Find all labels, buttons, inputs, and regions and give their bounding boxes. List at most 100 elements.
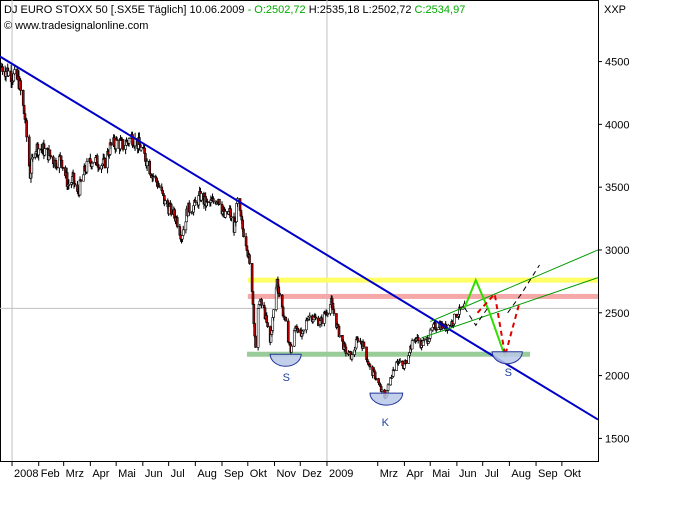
price-candle bbox=[254, 335, 257, 348]
price-candle bbox=[326, 313, 330, 315]
header-high: H:2535,18 bbox=[306, 4, 360, 16]
price-candle bbox=[308, 315, 312, 318]
x-tick-label: Okt bbox=[564, 468, 581, 480]
price-candle bbox=[181, 235, 184, 240]
price-candle bbox=[79, 179, 83, 182]
channel_lower-line bbox=[421, 277, 599, 339]
price-candle bbox=[200, 193, 203, 201]
y-axis: 1500 2000 2500 3000 3500 4000 4500 bbox=[598, 57, 629, 445]
header-line-1: DJ EURO STOXX 50 [.SX5E Täglich] 10.06.2… bbox=[4, 4, 465, 16]
price-candle bbox=[380, 389, 384, 392]
price-candle bbox=[410, 340, 414, 350]
price-candle bbox=[175, 217, 179, 227]
price-candle bbox=[25, 120, 28, 138]
header-close: C:2534,97 bbox=[412, 4, 466, 16]
projection-paths bbox=[463, 264, 540, 358]
x-tick-label: Feb bbox=[41, 468, 60, 480]
y-tick-label: 2000 bbox=[605, 371, 629, 383]
price-candle bbox=[157, 184, 161, 188]
price-candle bbox=[7, 70, 10, 77]
price-candle bbox=[109, 142, 113, 146]
y-tick-label: 3000 bbox=[605, 245, 629, 257]
price-candle bbox=[161, 190, 164, 194]
header-open: - O:2502,72 bbox=[245, 4, 306, 16]
price-candle bbox=[350, 354, 354, 360]
y-tick-label: 2500 bbox=[605, 308, 629, 320]
plot-frame bbox=[0, 0, 599, 462]
price-candle bbox=[184, 221, 188, 231]
price-candle bbox=[434, 329, 438, 331]
price-candle bbox=[67, 184, 71, 186]
price-candle bbox=[49, 155, 53, 158]
price-candle bbox=[266, 322, 269, 327]
price-candle bbox=[43, 148, 47, 156]
price-candle bbox=[290, 345, 293, 353]
level-bands bbox=[246, 277, 598, 357]
price-candle bbox=[252, 304, 256, 324]
price-candle bbox=[181, 229, 185, 236]
price-candle bbox=[338, 335, 342, 337]
formation-arc bbox=[491, 351, 523, 365]
price-candle bbox=[250, 263, 254, 292]
price-candle bbox=[453, 313, 456, 325]
price-candle bbox=[103, 158, 107, 169]
price-candle bbox=[145, 160, 149, 167]
y-axis-unit-label: XXP bbox=[604, 4, 626, 16]
price-candle bbox=[272, 309, 275, 318]
formation-label: S bbox=[283, 372, 290, 384]
header-title: DJ EURO STOXX 50 [.SX5E Täglich] bbox=[4, 4, 186, 16]
projection-path bbox=[507, 264, 540, 314]
price-candle bbox=[127, 138, 131, 144]
x-tick-label: Jun bbox=[459, 468, 477, 480]
price-candle bbox=[344, 346, 348, 354]
header-low: L:2502,72 bbox=[360, 4, 412, 16]
price-candle bbox=[19, 80, 22, 91]
price-candle bbox=[187, 202, 191, 213]
x-tick-label: 2009 bbox=[329, 468, 353, 480]
x-tick-label: Mrz bbox=[66, 468, 84, 480]
y-tick-label: 4000 bbox=[605, 119, 629, 131]
header-source: © www.tradesignalonline.com bbox=[4, 20, 148, 32]
price-candle bbox=[305, 319, 308, 331]
price-candle bbox=[362, 341, 366, 348]
price-candle bbox=[194, 200, 197, 203]
price-candle bbox=[151, 175, 155, 178]
x-tick-label: Nov bbox=[276, 468, 296, 480]
price-candle bbox=[292, 330, 296, 347]
price-candle bbox=[398, 360, 402, 363]
price-candle bbox=[230, 216, 233, 219]
x-tick-label: Okt bbox=[250, 468, 267, 480]
price-candle bbox=[61, 167, 65, 169]
price-candle bbox=[260, 299, 263, 306]
price-candle bbox=[119, 140, 122, 150]
price-candle bbox=[368, 364, 372, 368]
price-candle bbox=[206, 201, 209, 203]
price-candle bbox=[115, 138, 119, 141]
price-candle bbox=[148, 160, 152, 175]
pattern-annotations: S K S bbox=[269, 351, 523, 429]
price-candle bbox=[1, 66, 4, 72]
price-candle bbox=[27, 136, 31, 167]
price-candle bbox=[302, 329, 306, 332]
price-candle bbox=[256, 308, 260, 348]
price-candle bbox=[286, 320, 290, 343]
resistance-band bbox=[247, 277, 598, 283]
price-candle bbox=[265, 315, 269, 323]
price-candle bbox=[296, 327, 300, 333]
price-candle bbox=[248, 254, 251, 264]
formation-label: K bbox=[382, 417, 390, 429]
x-tick-label: Mrz bbox=[380, 468, 398, 480]
x-axis: 2008 Feb Mrz Apr Mai Jun Jul Aug Sep Okt Nov Dez 200… bbox=[11, 461, 581, 480]
price-candle bbox=[238, 198, 242, 211]
price-series bbox=[0, 62, 466, 400]
price-candle bbox=[13, 69, 16, 75]
price-candle bbox=[212, 198, 215, 203]
price-candle bbox=[314, 316, 318, 319]
projection-path bbox=[476, 291, 520, 356]
price-candle bbox=[37, 148, 41, 156]
price-candle bbox=[284, 316, 287, 322]
formation-label: S bbox=[505, 367, 512, 379]
price-candle bbox=[73, 183, 77, 186]
formation-arc bbox=[369, 392, 404, 406]
